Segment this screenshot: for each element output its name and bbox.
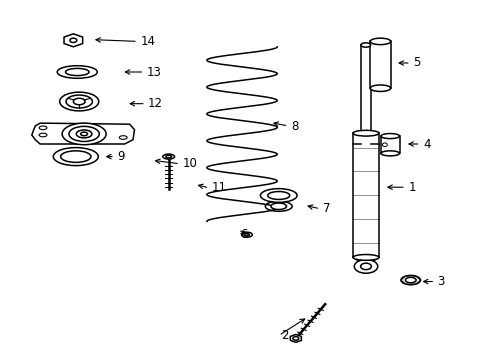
Text: 9: 9 bbox=[117, 150, 124, 163]
Ellipse shape bbox=[369, 85, 390, 91]
Ellipse shape bbox=[241, 232, 252, 237]
Ellipse shape bbox=[39, 133, 47, 137]
Ellipse shape bbox=[380, 134, 399, 139]
Text: 13: 13 bbox=[146, 66, 161, 78]
Ellipse shape bbox=[264, 201, 291, 211]
Ellipse shape bbox=[270, 203, 286, 210]
Ellipse shape bbox=[70, 38, 77, 42]
Text: 10: 10 bbox=[182, 157, 197, 170]
Text: 12: 12 bbox=[148, 97, 163, 110]
Ellipse shape bbox=[360, 263, 371, 270]
Bar bbox=[369, 41, 390, 88]
Ellipse shape bbox=[352, 130, 378, 136]
Text: 1: 1 bbox=[407, 181, 415, 194]
Text: 7: 7 bbox=[322, 202, 329, 215]
Ellipse shape bbox=[165, 155, 171, 158]
Text: 2: 2 bbox=[281, 329, 288, 342]
Ellipse shape bbox=[73, 98, 85, 105]
Ellipse shape bbox=[369, 38, 390, 45]
Ellipse shape bbox=[353, 260, 377, 273]
Text: 3: 3 bbox=[437, 275, 444, 288]
Ellipse shape bbox=[119, 136, 127, 139]
Ellipse shape bbox=[66, 95, 92, 108]
Ellipse shape bbox=[69, 126, 99, 141]
Ellipse shape bbox=[405, 277, 415, 283]
Ellipse shape bbox=[62, 123, 106, 145]
Ellipse shape bbox=[61, 151, 91, 162]
Text: 8: 8 bbox=[290, 120, 298, 132]
Ellipse shape bbox=[163, 154, 174, 159]
Bar bbox=[360, 45, 370, 144]
Ellipse shape bbox=[260, 189, 296, 202]
Ellipse shape bbox=[244, 234, 249, 236]
Ellipse shape bbox=[81, 132, 87, 136]
Ellipse shape bbox=[60, 92, 99, 111]
Ellipse shape bbox=[53, 148, 98, 166]
Text: 14: 14 bbox=[140, 35, 155, 48]
Ellipse shape bbox=[382, 143, 386, 147]
Bar bbox=[352, 133, 378, 257]
Text: 6: 6 bbox=[240, 228, 247, 240]
Ellipse shape bbox=[292, 337, 298, 340]
Ellipse shape bbox=[57, 66, 97, 78]
Ellipse shape bbox=[65, 68, 89, 76]
Bar bbox=[380, 136, 399, 153]
Ellipse shape bbox=[380, 151, 399, 156]
Ellipse shape bbox=[267, 192, 289, 199]
Text: 4: 4 bbox=[422, 138, 429, 150]
Ellipse shape bbox=[39, 126, 47, 130]
Ellipse shape bbox=[400, 275, 420, 285]
Polygon shape bbox=[32, 123, 134, 144]
Ellipse shape bbox=[76, 130, 92, 138]
Polygon shape bbox=[64, 34, 82, 47]
Polygon shape bbox=[290, 334, 301, 342]
Ellipse shape bbox=[352, 255, 378, 260]
Text: 11: 11 bbox=[211, 181, 226, 194]
Ellipse shape bbox=[360, 43, 370, 47]
Text: 5: 5 bbox=[412, 57, 420, 69]
